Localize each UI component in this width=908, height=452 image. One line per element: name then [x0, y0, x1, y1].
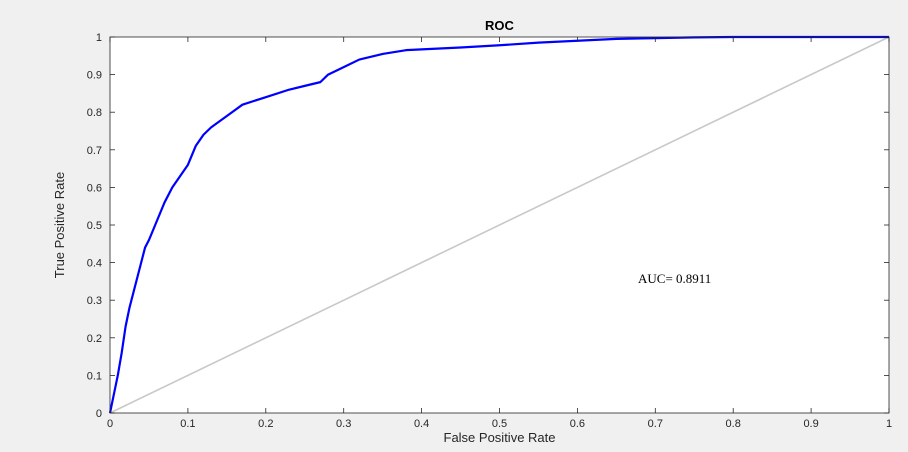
x-tick-label: 0: [107, 418, 113, 430]
x-tick-label: 0.9: [803, 418, 818, 430]
y-axis-label: True Positive Rate: [52, 172, 67, 278]
y-tick-label: 0.9: [87, 70, 102, 82]
y-tick-label: 1: [96, 32, 102, 44]
chart-title: ROC: [485, 18, 515, 33]
y-tick-label: 0.2: [87, 333, 102, 345]
x-tick-label: 0.1: [180, 418, 195, 430]
y-tick-label: 0.4: [87, 258, 102, 270]
chance-diagonal: [109, 36, 890, 414]
series-layer: [108, 35, 890, 414]
x-tick-label: 0.8: [726, 418, 741, 430]
x-tick-label: 0.2: [258, 418, 273, 430]
x-tick-label: 0.4: [414, 418, 429, 430]
axes-layer: 0 0.1 0.2 0.3 0.4 0.5 0.6 0.7 0.8 0.9 1 0 0.1 0.2 0.3 0…: [87, 32, 892, 430]
auc-annotation: AUC= 0.8911: [638, 271, 711, 286]
y-tick-label: 0.7: [87, 145, 102, 157]
y-tick-label: 0.8: [87, 107, 102, 119]
x-tick-label: 0.5: [492, 418, 507, 430]
y-tick-label: 0.6: [87, 182, 102, 194]
x-axis-label: False Positive Rate: [444, 430, 556, 445]
roc-curve: [108, 35, 889, 414]
x-tick-label: 1: [886, 418, 892, 430]
y-tick-label: 0: [96, 408, 102, 420]
y-tick-label: 0.1: [87, 370, 102, 382]
y-tick-label: 0.5: [87, 220, 102, 232]
x-tick-label: 0.7: [648, 418, 663, 430]
x-tick-label: 0.3: [336, 418, 351, 430]
x-tick-label: 0.6: [570, 418, 585, 430]
y-tick-label: 0.3: [87, 295, 102, 307]
